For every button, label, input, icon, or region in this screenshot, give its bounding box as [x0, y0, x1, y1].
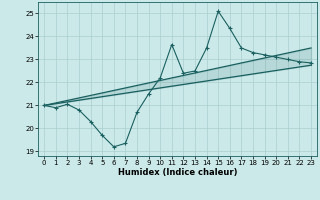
X-axis label: Humidex (Indice chaleur): Humidex (Indice chaleur)	[118, 168, 237, 177]
